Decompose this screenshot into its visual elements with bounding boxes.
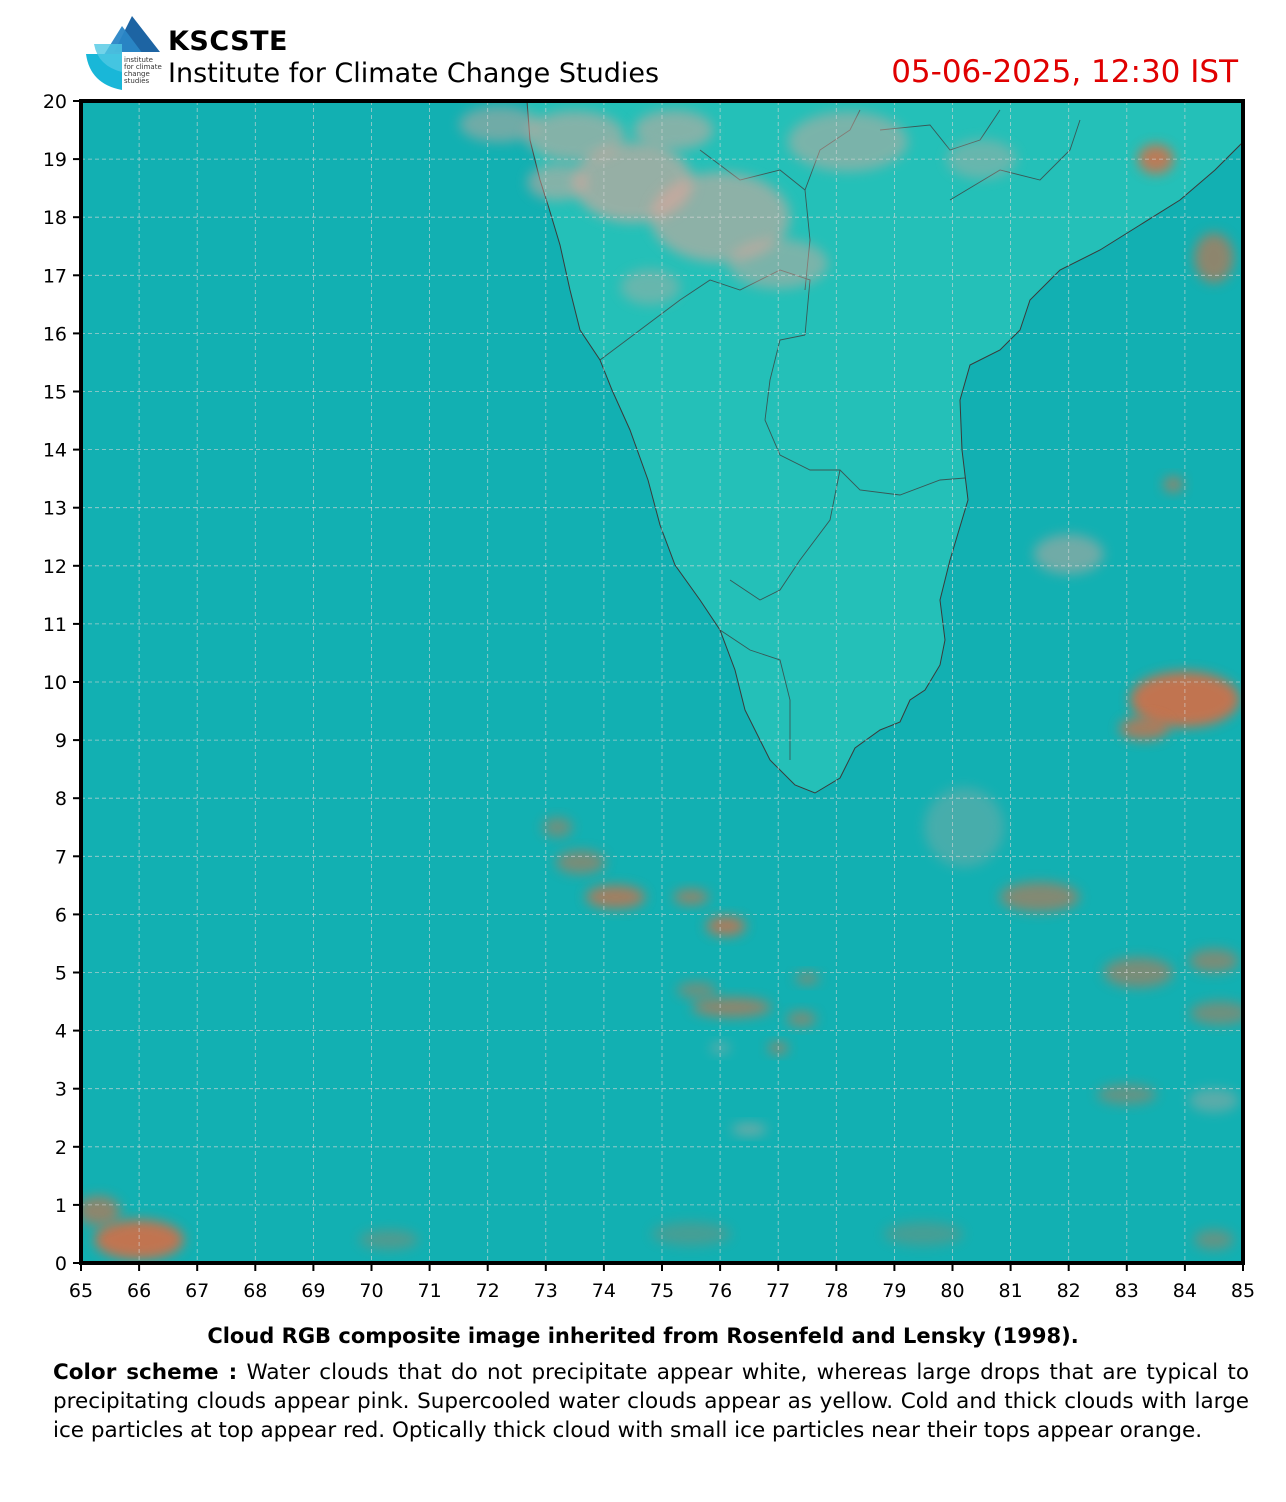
x-tick-label: 77 — [766, 1280, 790, 1302]
cloud-patch — [705, 916, 746, 937]
satellite-map: 65 66 67 68 69 70 71 72 73 74 75 76 77 78 79 80 81 82 83 84… — [43, 91, 1255, 1302]
y-tick-label: 15 — [43, 382, 67, 404]
cloud-patch — [1189, 1001, 1243, 1026]
cloud-patch — [883, 1221, 964, 1246]
x-tick-label: 65 — [69, 1280, 93, 1302]
y-tick-label: 17 — [43, 265, 67, 287]
y-tick-label: 13 — [43, 498, 67, 520]
x-tick-label: 83 — [1115, 1280, 1139, 1302]
image-timestamp: 05-06-2025, 12:30 IST — [891, 54, 1238, 90]
y-tick-label: 11 — [43, 614, 67, 636]
x-tick-label: 76 — [708, 1280, 732, 1302]
color-scheme-legend: Color scheme : Water clouds that do not … — [53, 1358, 1249, 1445]
logo-text-line-1: institute — [124, 56, 153, 64]
cloud-patch — [795, 972, 820, 985]
x-tick-label: 67 — [185, 1280, 209, 1302]
color-scheme-text: Water clouds that do not precipitate app… — [53, 1360, 1249, 1443]
cloud-patch — [527, 164, 588, 201]
lat-lon-grid — [80, 100, 1244, 1264]
cloud-patch — [542, 817, 573, 838]
y-tick-label: 3 — [55, 1079, 67, 1101]
y-tick-label: 4 — [55, 1021, 67, 1043]
logo-text-line-2: for climate — [124, 63, 162, 71]
x-tick-label: 75 — [650, 1280, 674, 1302]
longitude-axis: 65 66 67 68 69 70 71 72 73 74 75 76 77 78 79 80 81 82 83 84… — [69, 1263, 1255, 1302]
cloud-patch — [1188, 1088, 1239, 1113]
cloud-patch — [786, 1010, 817, 1027]
cloud-patch — [1163, 476, 1184, 493]
cloud-patch — [1033, 534, 1104, 575]
x-tick-label: 73 — [534, 1280, 558, 1302]
org-subtitle: Institute for Climate Change Studies — [168, 58, 660, 89]
color-scheme-label: Color scheme : — [53, 1360, 238, 1385]
kscste-logo: institute for climate change studies — [86, 16, 162, 90]
x-tick-label: 66 — [127, 1280, 151, 1302]
cloud-patch — [676, 981, 717, 998]
cloud-patch — [946, 139, 1017, 180]
y-tick-label: 8 — [55, 788, 67, 810]
y-tick-label: 12 — [43, 556, 67, 578]
y-tick-label: 1 — [55, 1195, 67, 1217]
cloud-patch — [999, 881, 1080, 912]
cloud-patch — [94, 1219, 185, 1260]
cloud-patch — [524, 110, 625, 161]
cloud-patch — [620, 268, 681, 305]
x-tick-label: 69 — [301, 1280, 325, 1302]
cloud-patch — [585, 884, 646, 909]
x-tick-label: 71 — [418, 1280, 442, 1302]
x-tick-label: 78 — [824, 1280, 848, 1302]
y-tick-label: 19 — [43, 149, 67, 171]
y-tick-label: 5 — [55, 963, 67, 985]
cloud-patch — [691, 997, 772, 1018]
cloud-patch — [459, 106, 540, 143]
cloud-patch — [81, 1195, 121, 1226]
cloud-patch — [787, 111, 908, 172]
x-tick-label: 84 — [1173, 1280, 1197, 1302]
cloud-patch — [651, 1221, 732, 1246]
cloud-patch — [633, 110, 714, 151]
cloud-patch — [673, 888, 710, 905]
x-tick-label: 68 — [243, 1280, 267, 1302]
y-tick-label: 10 — [43, 672, 67, 694]
x-tick-label: 82 — [1057, 1280, 1081, 1302]
x-tick-label: 72 — [476, 1280, 500, 1302]
y-tick-label: 2 — [55, 1137, 67, 1159]
org-name: KSCSTE — [168, 26, 288, 57]
y-tick-label: 16 — [43, 323, 67, 345]
y-tick-label: 20 — [43, 91, 67, 113]
cloud-patch — [924, 787, 1005, 868]
y-tick-label: 9 — [55, 730, 67, 752]
cloud-patch — [1119, 716, 1170, 741]
cloud-patch — [555, 850, 606, 875]
cloud-patch — [1096, 1084, 1157, 1105]
cloud-patch — [358, 1229, 419, 1250]
cloud-patch — [1193, 232, 1234, 283]
y-tick-label: 7 — [55, 846, 67, 868]
cloud-patch — [731, 1123, 768, 1136]
y-tick-label: 0 — [55, 1253, 67, 1275]
y-tick-label: 6 — [55, 904, 67, 926]
x-tick-label: 79 — [882, 1280, 906, 1302]
y-tick-label: 18 — [43, 207, 67, 229]
cloud-patch — [1188, 948, 1239, 973]
x-tick-label: 85 — [1231, 1280, 1255, 1302]
x-tick-label: 80 — [940, 1280, 964, 1302]
cloud-layer — [81, 106, 1243, 1260]
logo-text-line-4: studies — [124, 77, 150, 85]
x-tick-label: 81 — [999, 1280, 1023, 1302]
figure-caption: Cloud RGB composite image inherited from… — [207, 1324, 1079, 1348]
x-tick-label: 70 — [359, 1280, 383, 1302]
x-tick-label: 74 — [592, 1280, 616, 1302]
logo-text-line-3: change — [124, 70, 150, 78]
y-tick-label: 14 — [43, 440, 67, 462]
cloud-patch — [1193, 1229, 1234, 1250]
